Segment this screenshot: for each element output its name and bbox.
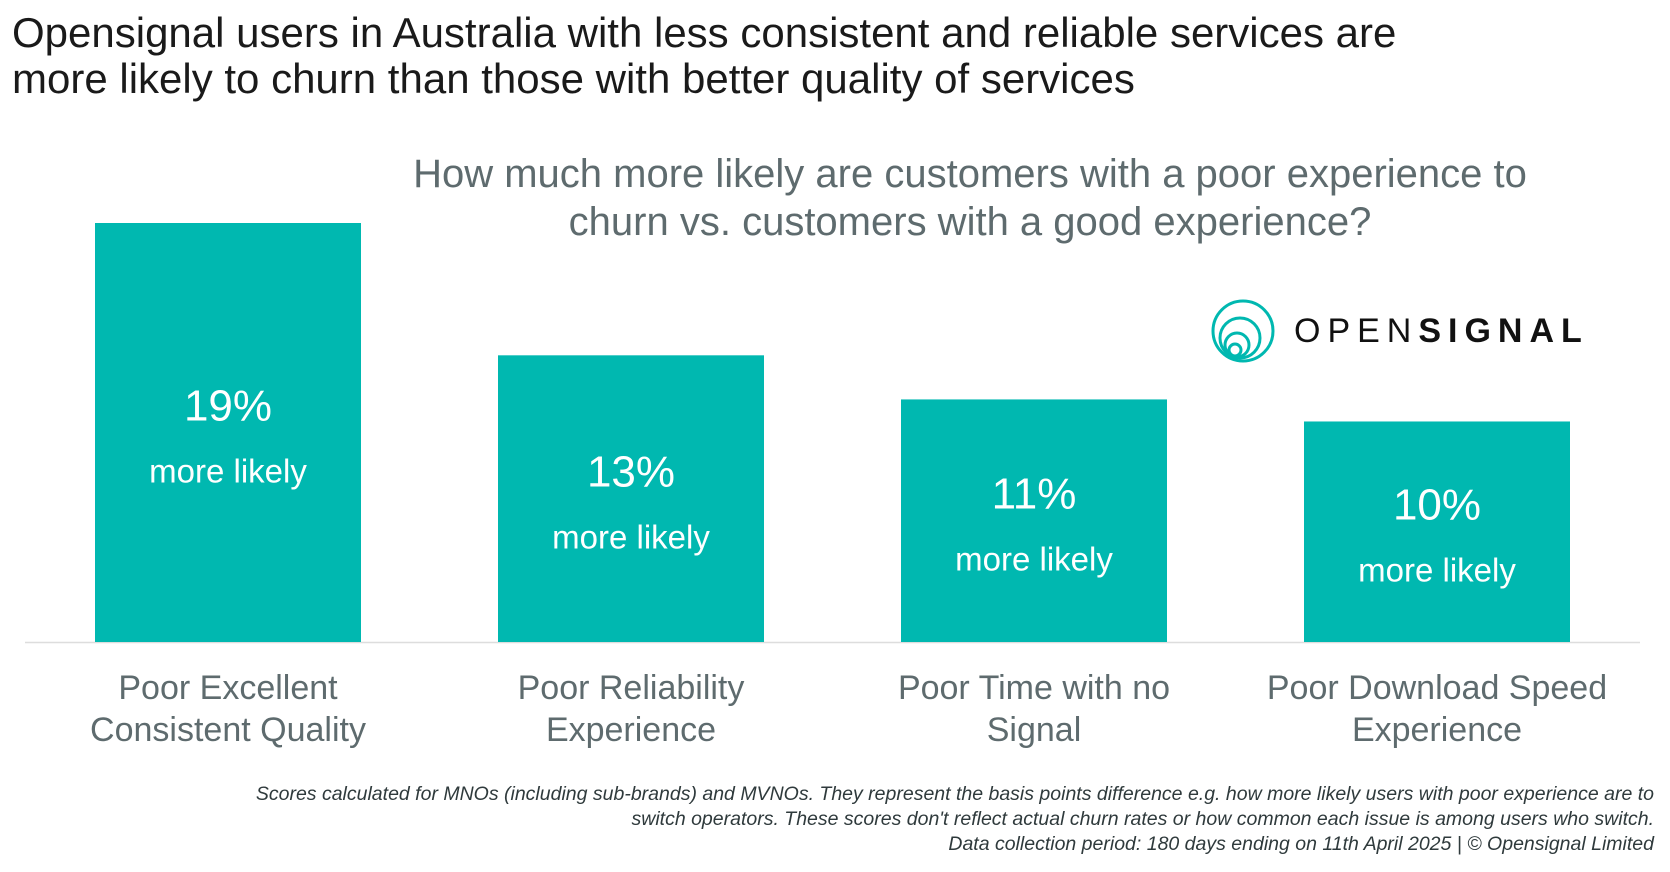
category-label-2-line-2: Experience	[546, 711, 716, 749]
logo-wordmark: OPENSIGNAL	[1294, 312, 1589, 351]
headline: Opensignal users in Australia with less …	[12, 10, 1652, 102]
logo-wordmark-signal: SIGNAL	[1418, 311, 1589, 350]
chart-title: How much more likely are customers with …	[370, 150, 1570, 246]
bar-4	[1304, 421, 1570, 642]
chart-title-line-2: churn vs. customers with a good experien…	[568, 200, 1372, 244]
opensignal-logo: OPENSIGNAL	[1210, 298, 1589, 364]
bar-2	[498, 355, 764, 642]
category-label-1-line-1: Poor Excellent	[118, 669, 338, 707]
bar-4-value-label: 10%	[1393, 481, 1481, 530]
category-label-4-line-2: Experience	[1352, 711, 1522, 749]
footnote: Scores calculated for MNOs (including su…	[34, 782, 1654, 857]
footnote-line-2: switch operators. These scores don't ref…	[631, 808, 1654, 830]
headline-line-2: more likely to churn than those with bet…	[12, 55, 1135, 102]
category-label-3-line-1: Poor Time with no	[898, 669, 1170, 707]
bar-2-suffix-label: more likely	[552, 519, 710, 556]
headline-line-1: Opensignal users in Australia with less …	[12, 9, 1397, 56]
chart-title-line-1: How much more likely are customers with …	[413, 152, 1527, 196]
bar-2-value-label: 13%	[587, 448, 675, 497]
footnote-line-3: Data collection period: 180 days ending …	[948, 833, 1654, 855]
logo-wordmark-open: OPEN	[1294, 311, 1419, 350]
category-label-4-line-1: Poor Download Speed	[1267, 669, 1607, 707]
bar-1-suffix-label: more likely	[149, 453, 307, 490]
bar-1	[95, 223, 361, 642]
bar-3-suffix-label: more likely	[955, 541, 1113, 578]
category-label-2-line-1: Poor Reliability	[518, 669, 745, 707]
bar-3-value-label: 11%	[992, 470, 1077, 519]
category-label-3-line-2: Signal	[987, 711, 1082, 749]
category-label-1-line-2: Consistent Quality	[90, 711, 366, 749]
concentric-circles-logo-icon	[1211, 299, 1275, 363]
bar-1-value-label: 19%	[184, 382, 272, 431]
bar-4-suffix-label: more likely	[1358, 552, 1516, 589]
footnote-line-1: Scores calculated for MNOs (including su…	[255, 783, 1654, 805]
bar-3	[901, 399, 1167, 642]
